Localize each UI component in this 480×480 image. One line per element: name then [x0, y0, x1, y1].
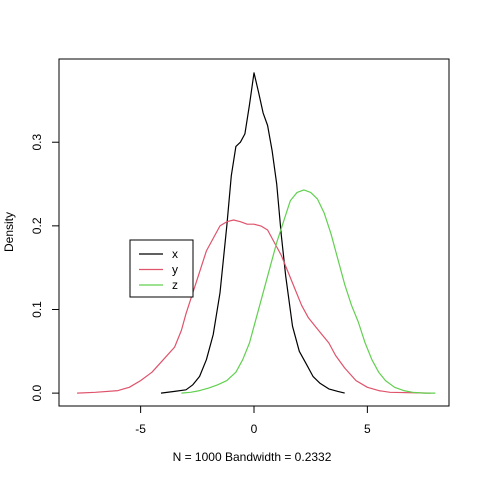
legend-label-x: x — [172, 247, 178, 261]
series-line-x — [160, 72, 345, 394]
x-tick-label: -5 — [135, 422, 146, 436]
plot-frame — [58, 58, 450, 407]
y-axis: 0.0 0.1 0.2 0.3 — [30, 134, 60, 401]
series-layer — [77, 72, 436, 394]
x-axis-label: N = 1000 Bandwidth = 0.2332 — [173, 450, 332, 464]
x-axis: -5 0 5 — [135, 405, 371, 436]
x-tick-label: 5 — [364, 422, 371, 436]
legend: xyz — [129, 239, 194, 298]
legend-box — [129, 239, 194, 298]
series-line-y — [77, 219, 431, 394]
y-tick-label: 0.1 — [30, 301, 44, 318]
x-tick-label: 0 — [251, 422, 258, 436]
y-tick-label: 0.0 — [30, 384, 44, 401]
y-tick-label: 0.3 — [30, 134, 44, 151]
legend-label-y: y — [172, 263, 178, 277]
series-line-z — [181, 189, 436, 394]
legend-label-z: z — [172, 278, 178, 292]
legend-items: xyz — [139, 247, 178, 292]
y-axis-label: Density — [2, 212, 16, 252]
y-tick-label: 0.2 — [30, 217, 44, 234]
